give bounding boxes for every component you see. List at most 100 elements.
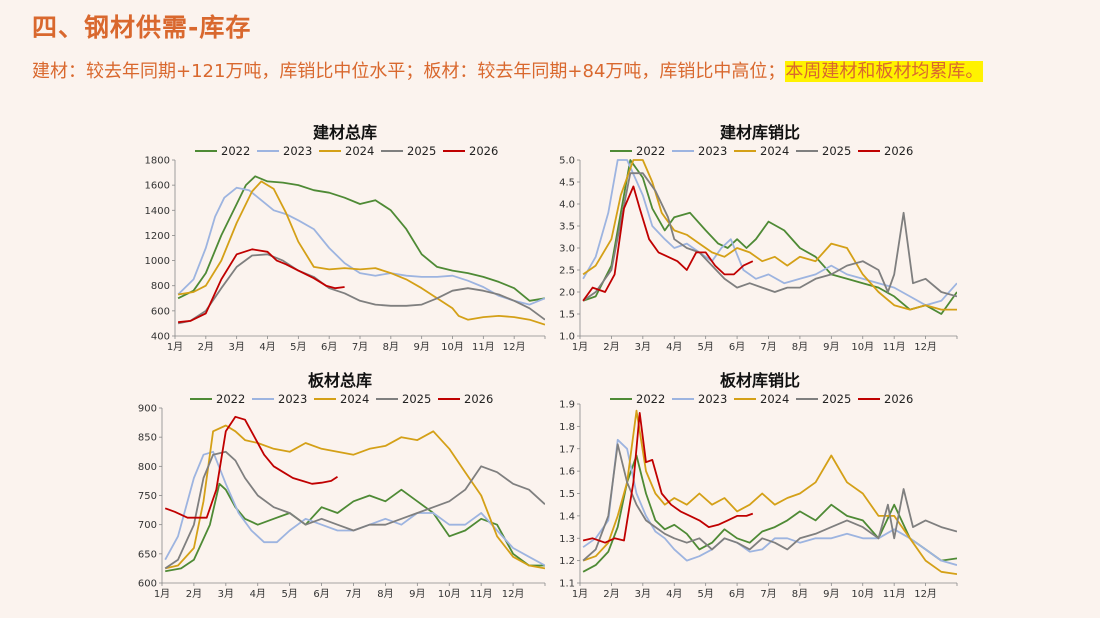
legend-label-2023: 2023: [278, 392, 307, 406]
chart-svg-bc-inventory: 板材总库 2022 2023 2024 2025 2026 600 650 700 750 800 8…: [138, 371, 546, 600]
chart-title: 建材库销比: [720, 123, 800, 142]
x-tick-label: 3月: [218, 588, 234, 600]
x-tick-label: 11月: [883, 588, 906, 600]
legend-label-2022: 2022: [636, 392, 665, 406]
series-line-2024: [582, 409, 957, 575]
summary-highlight: 本周建材和板材均累库。: [785, 61, 984, 82]
y-tick-label: 600: [138, 579, 157, 590]
y-tick-label: 2.0: [559, 288, 575, 299]
chart-title: 板材库销比: [720, 371, 800, 390]
y-tick-label: 1.5: [559, 310, 575, 321]
series-line-2025: [164, 450, 545, 570]
x-tick-label: 7月: [760, 341, 776, 353]
chart-jc-inventory: 建材总库 2022 2023 2024 2025 2026 400 600 800 1000 120…: [140, 122, 560, 362]
x-tick-label: 10月: [851, 341, 874, 353]
x-tick-label: 2月: [186, 588, 202, 600]
page-title: 四、钢材供需-库存: [32, 13, 252, 42]
x-tick-label: 6月: [321, 341, 337, 353]
y-tick-label: 600: [151, 306, 170, 317]
legend-label-2025: 2025: [822, 144, 851, 158]
chart-svg-jc-inventory: 建材总库 2022 2023 2024 2025 2026 400 600 800 1000 120…: [145, 123, 546, 353]
x-tick-label: 6月: [729, 341, 745, 353]
legend-label-2025: 2025: [407, 144, 436, 158]
x-tick-label: 3月: [228, 341, 244, 353]
x-tick-label: 1月: [572, 588, 588, 600]
legend-label-2022: 2022: [636, 144, 665, 158]
x-tick-label: 2月: [603, 588, 619, 600]
y-tick-label: 900: [138, 404, 157, 415]
x-tick-label: 9月: [823, 588, 839, 600]
chart-title: 建材总库: [313, 123, 377, 142]
legend-label-2023: 2023: [698, 144, 727, 158]
y-tick-label: 800: [151, 281, 170, 292]
x-tick-label: 9月: [823, 341, 839, 353]
legend-label-2024: 2024: [340, 392, 369, 406]
x-tick-label: 2月: [603, 341, 619, 353]
y-tick-label: 3.5: [559, 222, 575, 233]
y-tick-label: 1200: [145, 231, 170, 242]
y-tick-label: 1.8: [559, 422, 575, 433]
series-line-2026: [164, 415, 338, 519]
legend-label-2023: 2023: [283, 144, 312, 158]
y-tick-label: 1600: [145, 181, 170, 192]
legend-label-2024: 2024: [760, 144, 789, 158]
y-tick-label: 5.0: [559, 156, 575, 167]
series-line-2024: [177, 180, 545, 326]
y-tick-label: 400: [151, 332, 170, 343]
x-tick-label: 4月: [666, 341, 682, 353]
y-tick-label: 650: [138, 549, 157, 560]
y-tick-label: 1800: [145, 156, 170, 167]
x-tick-label: 8月: [792, 588, 808, 600]
legend-label-2025: 2025: [822, 392, 851, 406]
y-tick-label: 800: [138, 462, 157, 473]
series-line-2022: [582, 159, 957, 315]
series-line-2022: [165, 482, 545, 573]
y-tick-label: 700: [138, 520, 157, 531]
chart-svg-bc-ratio: 板材库销比 2022 2023 2024 2025 2026 1.1 1.2 1.3 1.4 1.5…: [559, 371, 958, 600]
x-tick-label: 12月: [502, 588, 525, 600]
legend-label-2026: 2026: [884, 392, 913, 406]
x-tick-label: 2月: [198, 341, 214, 353]
x-tick-label: 11月: [472, 341, 495, 353]
chart-bc-ratio: 板材库销比 2022 2023 2024 2025 2026 1.1 1.2 1.3 1.4 1.5…: [545, 370, 965, 610]
x-tick-label: 8月: [377, 588, 393, 600]
series-line-2026: [582, 185, 754, 302]
y-tick-label: 4.5: [559, 178, 575, 189]
legend-label-2022: 2022: [216, 392, 245, 406]
series-line-2023: [582, 159, 957, 307]
series-line-2025: [177, 253, 545, 325]
x-tick-label: 6月: [729, 588, 745, 600]
series-line-2024: [165, 424, 545, 570]
legend-label-2022: 2022: [221, 144, 250, 158]
x-tick-label: 7月: [352, 341, 368, 353]
x-tick-label: 4月: [259, 341, 275, 353]
x-tick-label: 9月: [409, 588, 425, 600]
x-tick-label: 10月: [438, 588, 461, 600]
y-tick-label: 1.7: [559, 444, 575, 455]
y-tick-label: 1.0: [559, 332, 575, 343]
y-tick-label: 750: [138, 491, 157, 502]
y-tick-label: 1.4: [559, 511, 575, 522]
series-line-2023: [582, 438, 957, 566]
y-tick-label: 4.0: [559, 200, 575, 211]
x-tick-label: 10月: [851, 588, 874, 600]
x-tick-label: 6月: [313, 588, 329, 600]
y-tick-label: 2.5: [559, 266, 575, 277]
y-tick-label: 1.5: [559, 489, 575, 500]
x-tick-label: 11月: [470, 588, 493, 600]
x-tick-label: 1月: [154, 588, 170, 600]
x-tick-label: 10月: [441, 341, 464, 353]
x-tick-label: 8月: [383, 341, 399, 353]
legend-label-2023: 2023: [698, 392, 727, 406]
x-tick-label: 3月: [635, 588, 651, 600]
x-tick-label: 8月: [792, 341, 808, 353]
chart-title: 板材总库: [308, 371, 372, 390]
x-tick-label: 7月: [760, 588, 776, 600]
legend-label-2026: 2026: [469, 144, 498, 158]
x-tick-label: 11月: [883, 341, 906, 353]
y-tick-label: 1400: [145, 206, 170, 217]
x-tick-label: 7月: [345, 588, 361, 600]
series-line-2024: [582, 159, 957, 311]
x-tick-label: 1月: [572, 341, 588, 353]
y-tick-label: 1.1: [559, 579, 575, 590]
